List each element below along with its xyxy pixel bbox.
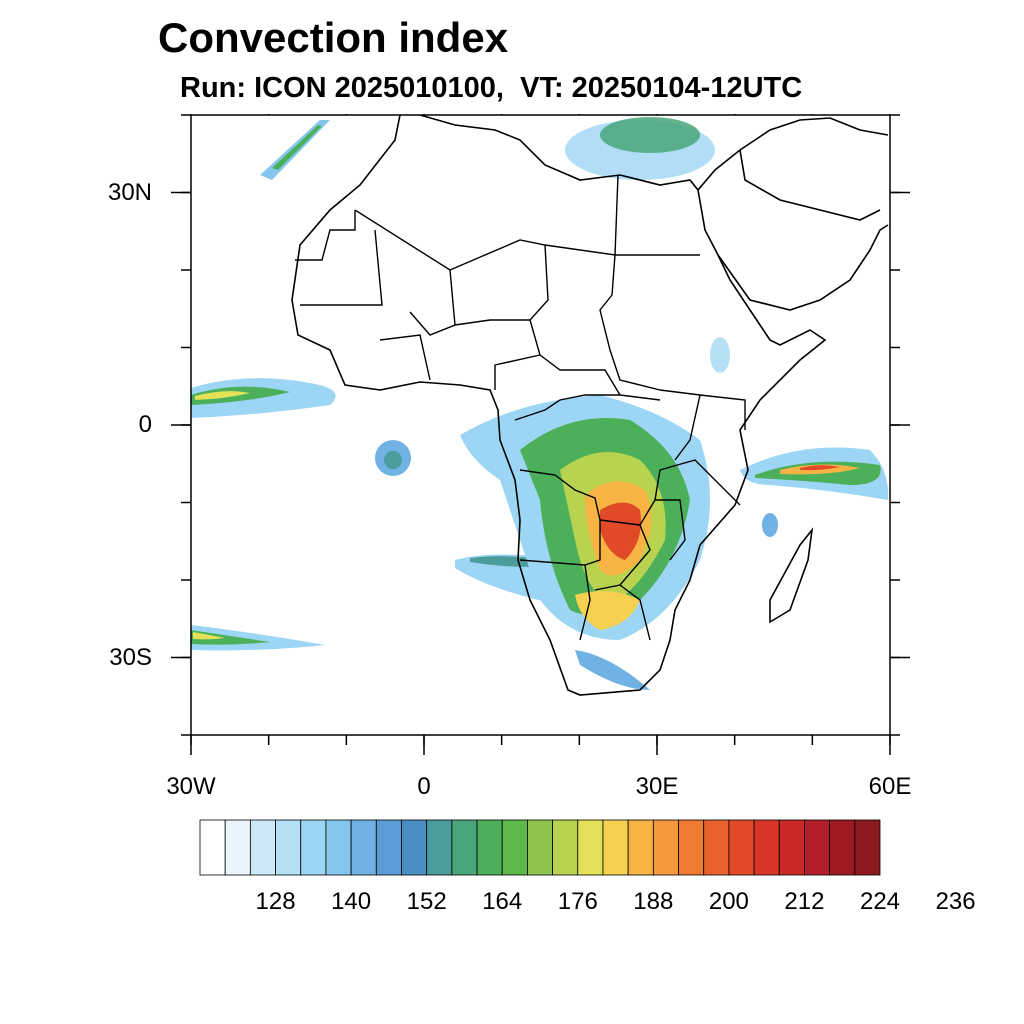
colorbar-swatch — [753, 819, 780, 876]
colorbar-tick-label: 164 — [482, 888, 523, 915]
convection-field — [191, 117, 889, 690]
colorbar-swatch — [804, 819, 831, 876]
colorbar-tick-label: 224 — [859, 888, 901, 915]
colorbar-swatch — [476, 819, 503, 876]
colorbar-swatch — [652, 819, 679, 876]
lon-tick-label: 30W — [166, 773, 216, 800]
colorbar-swatch — [527, 819, 553, 876]
colorbar-swatch — [678, 819, 705, 876]
lat-tick-label: 30S — [109, 643, 152, 671]
colorbar-tick-label: 152 — [406, 888, 447, 915]
colorbar-swatch — [703, 819, 730, 876]
colorbar-swatch — [627, 819, 654, 876]
colorbar-tick-label: 140 — [331, 888, 372, 915]
colorbar-swatch — [224, 819, 251, 876]
colorbar-swatch — [829, 819, 856, 876]
map-subtitle: Run: ICON 2025010100, VT: 20250104-12UTC — [180, 72, 803, 104]
lon-tick-label: 0 — [417, 773, 431, 800]
colorbar-swatch — [552, 819, 579, 876]
colorbar-swatch — [199, 819, 226, 876]
map-title: Convection index — [158, 14, 509, 61]
colorbar-swatch — [249, 819, 276, 876]
colorbar-swatch — [728, 819, 755, 876]
colorbar-swatch — [451, 819, 478, 876]
colorbar-swatch — [426, 819, 453, 876]
lon-tick-label: 60E — [868, 773, 912, 800]
colorbar-tick-label: 188 — [633, 888, 674, 915]
colorbar-tick-label: 236 — [935, 888, 976, 915]
colorbar-tick-label: 176 — [557, 888, 598, 915]
colorbar-swatch — [501, 819, 528, 876]
lat-tick-label: 0 — [138, 411, 152, 438]
axis-ticks — [171, 114, 910, 755]
borders — [295, 174, 746, 641]
colorbar-swatch — [325, 819, 352, 876]
colorbar-swatch — [854, 819, 881, 876]
colorbar-swatch — [778, 819, 805, 876]
lat-tick-label: 30N — [107, 178, 152, 206]
colorbar-swatch — [602, 819, 629, 876]
colorbar-tick-label: 200 — [708, 888, 749, 915]
colorbar-swatch — [375, 819, 402, 876]
coastlines — [291, 115, 889, 696]
colorbar-swatch — [275, 819, 302, 876]
colorbar-swatch — [577, 819, 604, 876]
colorbar-swatch — [350, 819, 377, 876]
lon-tick-label: 30E — [635, 773, 679, 800]
colorbar-tick-label: 212 — [784, 888, 825, 915]
colorbar-tick-label: 128 — [255, 888, 296, 915]
colorbar-swatch — [401, 819, 428, 876]
colorbar — [199, 819, 881, 876]
colorbar-swatch — [300, 819, 327, 876]
